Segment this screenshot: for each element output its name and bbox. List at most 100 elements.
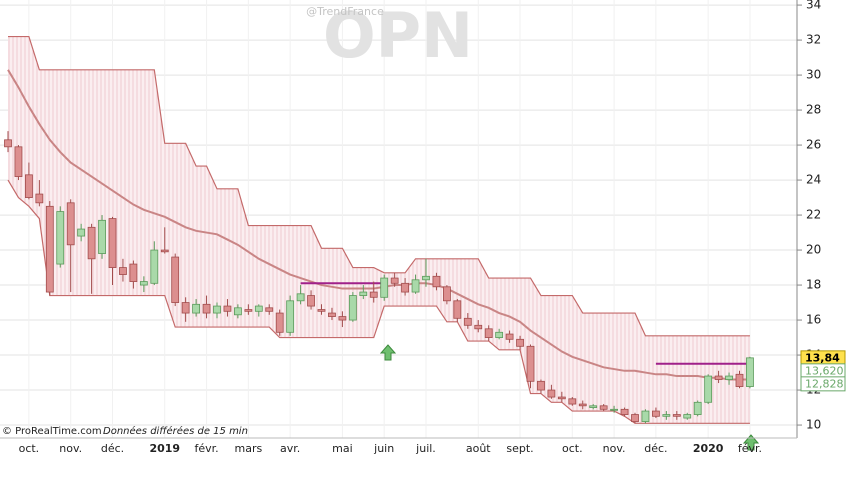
- candle-body: [693, 401, 702, 415]
- candle-body: [620, 408, 629, 415]
- x-tick-label: juin: [373, 442, 394, 455]
- y-tick-label: 20: [806, 243, 821, 257]
- x-tick-label: déc.: [644, 442, 667, 455]
- candle-body: [35, 193, 44, 204]
- price-tag-label: 12,828: [805, 377, 844, 390]
- candle-body: [296, 293, 305, 302]
- candle-body: [735, 373, 744, 387]
- candle-body: [56, 211, 65, 265]
- candle-body: [98, 219, 106, 254]
- candle-body: [484, 328, 493, 338]
- candle-body: [359, 291, 368, 296]
- candle-body: [662, 414, 671, 417]
- candle-body: [66, 202, 75, 246]
- x-tick-label: nov.: [59, 442, 82, 455]
- candle-body: [307, 295, 315, 307]
- candle-body: [746, 357, 754, 387]
- candle-body: [704, 375, 713, 403]
- candle-body: [725, 375, 733, 380]
- watermark-title: OPN: [323, 0, 473, 72]
- candle-body: [119, 267, 127, 275]
- y-tick-label: 22: [806, 208, 821, 222]
- channel-lower: [7, 179, 750, 424]
- candle-body: [192, 303, 201, 314]
- x-tick-label: 2020: [693, 442, 724, 455]
- candle-body: [474, 324, 483, 330]
- candle-body: [380, 277, 389, 298]
- candle-body: [610, 408, 618, 411]
- candle-body: [108, 218, 117, 268]
- candle-body: [526, 345, 535, 382]
- candle-body: [401, 282, 410, 293]
- candle-body: [516, 338, 524, 347]
- y-tick-label: 28: [806, 103, 821, 117]
- candle-body: [631, 414, 639, 422]
- candle-body: [547, 389, 556, 398]
- x-tick-label: févr.: [194, 442, 218, 455]
- candle-body: [77, 228, 86, 237]
- x-tick-label: mars: [234, 442, 262, 455]
- x-tick-label: sept.: [506, 442, 533, 455]
- candle-body: [422, 275, 430, 281]
- candle-body: [223, 305, 232, 312]
- candle-body: [338, 316, 347, 321]
- candle-body: [453, 300, 462, 319]
- candle-body: [286, 300, 295, 333]
- x-tick-label: 2019: [149, 442, 180, 455]
- candle-body: [672, 414, 681, 417]
- candle-body: [589, 405, 598, 408]
- candle-body: [432, 275, 441, 288]
- buy-arrow: [379, 344, 397, 361]
- candle-body: [87, 226, 96, 260]
- candle-body: [254, 305, 263, 312]
- candle-body: [181, 302, 190, 314]
- source: © ProRealTime.com: [2, 426, 102, 437]
- price-tag: [800, 376, 846, 392]
- candle-body: [568, 398, 577, 405]
- candle-body: [714, 375, 723, 380]
- y-tick-label: 24: [806, 173, 821, 187]
- channel-area: [8, 36, 750, 424]
- candle-body: [24, 174, 33, 198]
- candle-body: [213, 305, 221, 314]
- candle-body: [557, 396, 566, 400]
- candle-body: [139, 281, 148, 286]
- x-tick-label: nov.: [603, 442, 626, 455]
- candle-body: [390, 277, 399, 284]
- moving-average: [7, 69, 750, 381]
- candle-body: [505, 333, 514, 340]
- candle-body: [599, 405, 608, 410]
- candle-body: [641, 410, 650, 422]
- candle-body: [275, 312, 284, 333]
- x-tick-label: oct.: [19, 442, 40, 455]
- x-tick-label: juil.: [415, 442, 436, 455]
- candle-body: [317, 309, 326, 312]
- candle-body: [411, 279, 420, 293]
- candle-body: [244, 309, 253, 312]
- x-tick-label: oct.: [562, 442, 583, 455]
- y-tick-label: 32: [806, 33, 821, 47]
- y-tick-label: 34: [806, 0, 821, 12]
- candle-body: [442, 286, 451, 302]
- candle-body: [202, 303, 211, 314]
- candle-body: [495, 331, 504, 338]
- candle-body: [129, 263, 138, 282]
- candle-body: [233, 307, 242, 316]
- candle-body: [45, 205, 54, 293]
- y-tick-label: 10: [806, 418, 821, 432]
- candle-body: [348, 295, 357, 321]
- x-tick-label: févr.: [738, 442, 762, 455]
- x-tick-label: août: [466, 442, 491, 455]
- candle-body: [14, 146, 23, 177]
- note: Données différées de 15 min: [103, 425, 248, 437]
- x-tick-label: mai: [332, 442, 353, 455]
- price-tag-label: 13,84: [805, 351, 840, 364]
- y-tick-label: 16: [806, 313, 821, 327]
- candle-body: [328, 312, 336, 317]
- candle-body: [652, 410, 660, 417]
- candle-body: [463, 317, 472, 326]
- y-tick-label: 18: [806, 278, 821, 292]
- candle-body: [683, 414, 692, 419]
- candle-body: [171, 256, 180, 303]
- price-tag-label: 13,620: [805, 364, 844, 377]
